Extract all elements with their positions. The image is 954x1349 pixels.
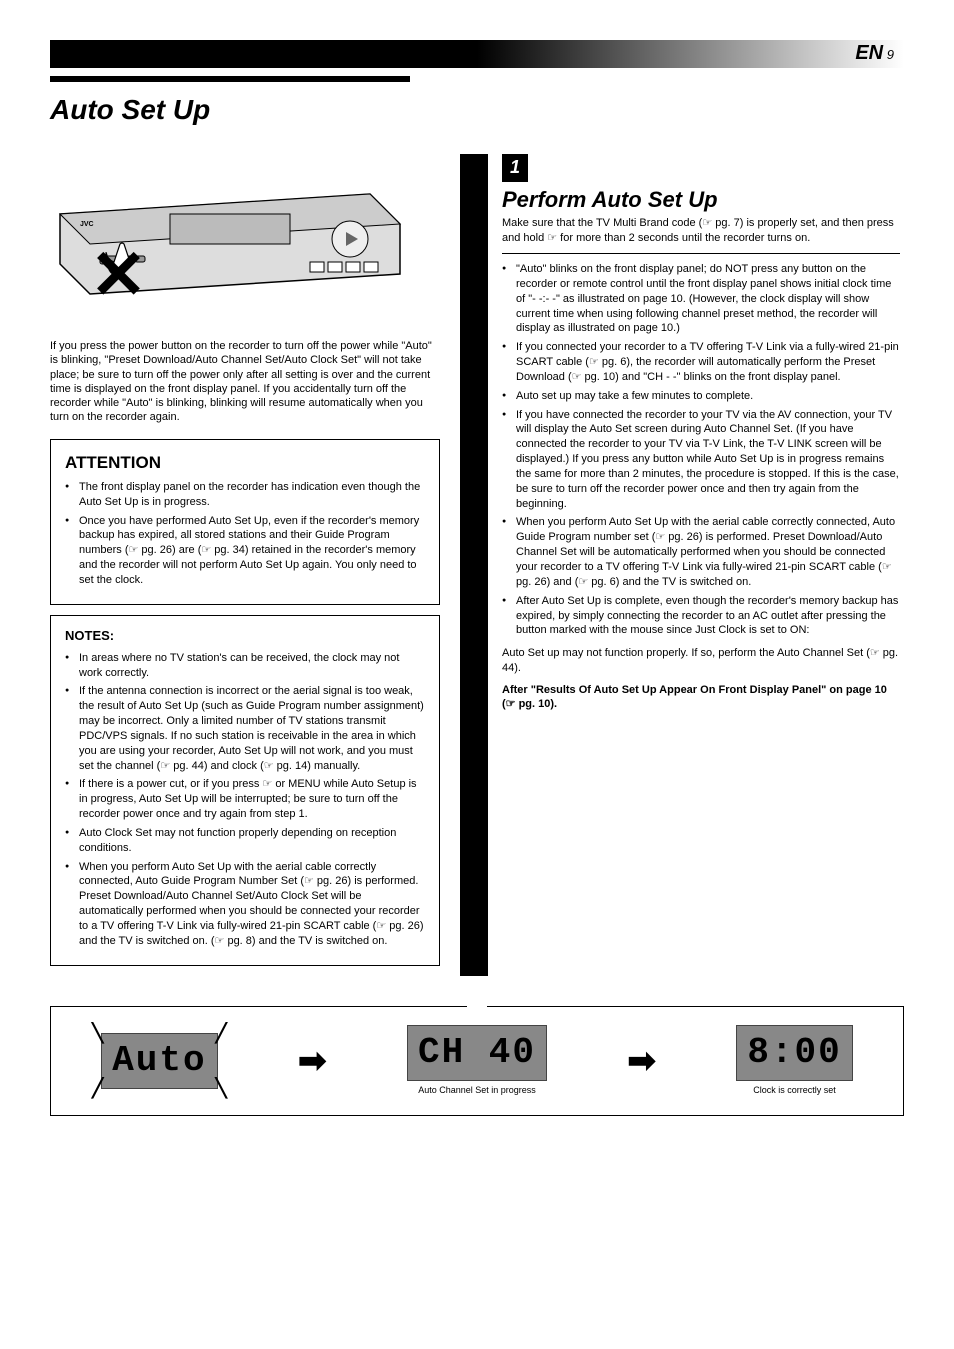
vcr-illustration: JVC ✕ [50, 154, 440, 319]
notes-list: In areas where no TV station's can be re… [65, 651, 425, 949]
header-gradient-bar [50, 40, 904, 68]
notes-item: If the antenna connection is incorrect o… [65, 684, 425, 773]
notes-item: If there is a power cut, or if you press… [65, 777, 425, 822]
svg-text:JVC: JVC [80, 221, 94, 228]
step-bullet: When you perform Auto Set Up with the ae… [502, 515, 900, 589]
step-description: Make sure that the TV Multi Brand code (… [502, 216, 900, 245]
display-auto: ╲ ╱ ╱ ╲ Auto [101, 1033, 217, 1090]
page-number: EN 9 [855, 40, 894, 66]
attention-box: ATTENTION The front display panel on the… [50, 439, 440, 605]
notes-item: When you perform Auto Set Up with the ae… [65, 860, 425, 949]
attention-item: The front display panel on the recorder … [65, 480, 425, 510]
step-divider [502, 253, 900, 254]
flash-line-icon: ╱ [92, 1077, 103, 1100]
flash-line-icon: ╲ [92, 1022, 103, 1045]
intro-text: If you press the power button on the rec… [50, 339, 440, 425]
display-clock: 8:00 [736, 1025, 852, 1082]
step-number: 1 [502, 154, 528, 181]
step-bullet: If you connected your recorder to a TV o… [502, 340, 900, 385]
attention-list: The front display panel on the recorder … [65, 480, 425, 588]
display-clock-caption: Clock is correctly set [736, 1085, 852, 1097]
title-underline [50, 76, 410, 82]
left-column: JVC ✕ If you press the power button on t… [50, 154, 440, 975]
right-column: 1 Perform Auto Set Up Make sure that the… [460, 154, 900, 975]
display-channel: CH 40 [407, 1025, 547, 1082]
notes-title: NOTES: [65, 628, 425, 645]
notes-item: In areas where no TV station's can be re… [65, 651, 425, 681]
attention-item: Once you have performed Auto Set Up, eve… [65, 514, 425, 588]
step-title: Perform Auto Set Up [502, 186, 900, 215]
arrow-icon: ➡ [627, 1039, 656, 1083]
display-clock-text: 8:00 [747, 1032, 841, 1073]
page-title: Auto Set Up [50, 92, 904, 128]
notes-item: Auto Clock Set may not function properly… [65, 826, 425, 856]
step-bullets: "Auto" blinks on the front display panel… [502, 262, 900, 638]
step-auto-setup-note: Auto Set up may not function properly. I… [502, 646, 900, 675]
display-channel-text: CH 40 [418, 1032, 536, 1073]
display-auto-text: Auto [112, 1040, 206, 1081]
attention-title: ATTENTION [65, 452, 425, 474]
step-after-note: After "Results Of Auto Set Up Appear On … [502, 683, 900, 712]
flash-line-icon: ╱ [216, 1022, 227, 1045]
step-black-bar [460, 154, 488, 975]
step-bullet: "Auto" blinks on the front display panel… [502, 262, 900, 336]
notes-box: NOTES: In areas where no TV station's ca… [50, 615, 440, 966]
step-bullet: If you have connected the recorder to yo… [502, 408, 900, 512]
display-sequence-box: ╲ ╱ ╱ ╲ Auto ➡ CH 40 Auto Channel Set in… [50, 1006, 904, 1116]
do-not-press-x-icon: ✕ [90, 252, 147, 300]
flash-line-icon: ╲ [216, 1077, 227, 1100]
step-bullet: Auto set up may take a few minutes to co… [502, 389, 900, 404]
step-bullet: After Auto Set Up is complete, even thou… [502, 594, 900, 639]
arrow-icon: ➡ [298, 1039, 327, 1083]
display-channel-caption: Auto Channel Set in progress [407, 1085, 547, 1097]
